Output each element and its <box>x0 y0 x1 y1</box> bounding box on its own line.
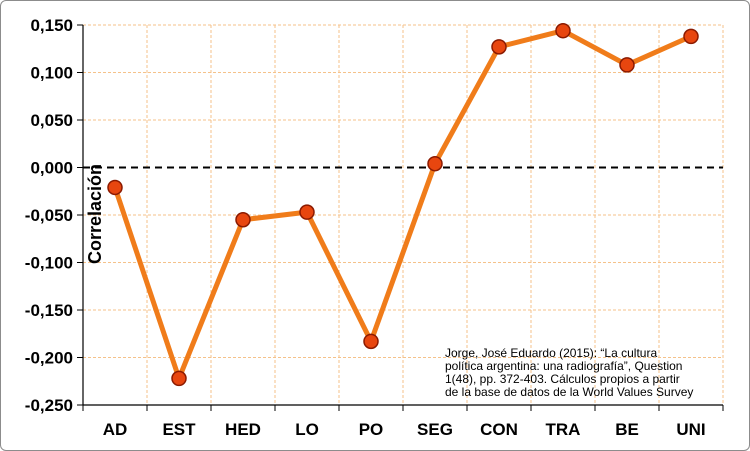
y-tick-label: 0,000 <box>30 159 73 178</box>
source-note: Jorge, José Eduardo (2015): “La cultura … <box>445 346 694 399</box>
series-line <box>112 28 694 381</box>
y-axis-label: Correlación <box>85 164 105 264</box>
y-tick-label: -0,250 <box>25 396 73 415</box>
x-tick-label: PO <box>359 420 384 439</box>
series-layer <box>107 22 699 387</box>
data-point <box>427 155 443 172</box>
data-point <box>299 204 315 220</box>
x-tick-label: HED <box>225 420 261 439</box>
data-point <box>235 212 251 228</box>
y-tick-label: 0,150 <box>30 16 73 35</box>
y-tick-label: -0,050 <box>25 206 73 225</box>
x-tick-label: SEG <box>417 420 453 439</box>
x-tick-label: UNI <box>676 420 705 439</box>
y-tick-label: -0,100 <box>25 254 73 273</box>
x-tick-label: CON <box>480 420 518 439</box>
x-tick-label: EST <box>162 420 196 439</box>
axis-layer <box>77 24 724 411</box>
data-point <box>491 39 507 55</box>
x-tick-label: AD <box>103 420 128 439</box>
data-point <box>555 22 571 39</box>
data-point <box>619 57 635 73</box>
x-tick-label: TRA <box>546 420 581 439</box>
y-tick-label: 0,050 <box>30 111 73 130</box>
y-tick-label: -0,150 <box>25 301 73 320</box>
y-tick-label: 0,100 <box>30 64 73 83</box>
data-point <box>171 370 187 387</box>
y-tick-label: -0,200 <box>25 349 73 368</box>
data-point <box>363 333 379 350</box>
x-tick-label: BE <box>615 420 639 439</box>
label-layer: 0,150 0,100 0,050 0,000 -0,050 -0,100 -0,150 -0… <box>25 16 706 439</box>
data-point <box>107 179 123 196</box>
data-point <box>683 28 699 45</box>
x-tick-label: LO <box>295 420 319 439</box>
